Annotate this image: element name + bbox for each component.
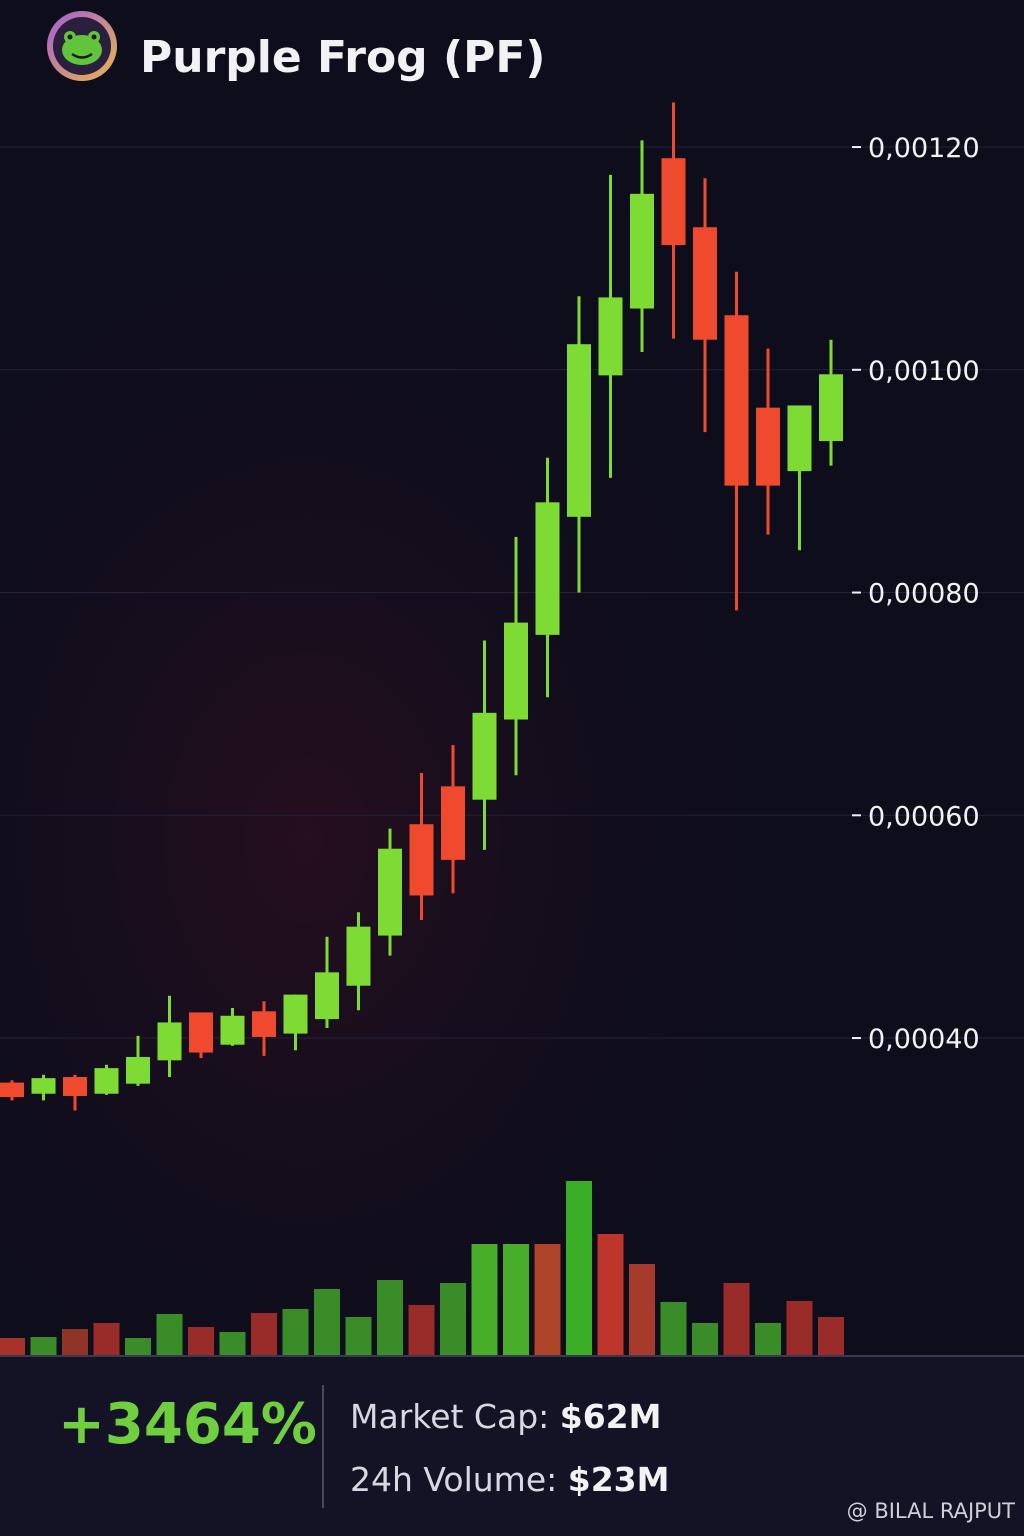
market-cap-value: $62M (560, 1397, 662, 1436)
y-tick-label: 0,00060 (868, 801, 980, 832)
volume-bar (345, 1317, 372, 1355)
footer-panel (0, 1356, 1024, 1536)
y-tick-label: 0,00100 (868, 356, 980, 387)
chart-title: Purple Frog (PF) (140, 32, 546, 83)
price-change: +3464% (58, 1392, 317, 1457)
candle-body (409, 824, 434, 896)
candle-body (189, 1012, 213, 1053)
volume-bar (93, 1323, 120, 1355)
volume-bar (503, 1244, 529, 1355)
volume-bar (156, 1314, 183, 1355)
volume-bar (251, 1313, 277, 1355)
candle-body (252, 1011, 276, 1037)
candle-body (63, 1077, 87, 1096)
market-cap: Market Cap: $62M (350, 1397, 661, 1436)
candle-body (157, 1022, 182, 1061)
candle-body (661, 158, 686, 246)
candle-body (693, 227, 717, 340)
candle-body (472, 712, 497, 800)
volume-bar (282, 1309, 309, 1355)
volume-24h-value: $23M (568, 1460, 670, 1499)
market-cap-label: Market Cap: (350, 1397, 560, 1436)
volume-bar (818, 1317, 844, 1355)
y-tick-label: 0,00080 (868, 579, 980, 610)
volume-bar (188, 1327, 214, 1355)
y-tick-label: 0,00120 (868, 133, 980, 164)
volume-bar (219, 1332, 246, 1355)
volume-bar (692, 1323, 718, 1355)
y-tick-label: 0,00040 (868, 1024, 980, 1055)
volume-bar (723, 1283, 750, 1355)
candle-body (0, 1082, 24, 1098)
candle-body (819, 374, 843, 442)
volume-bar (408, 1305, 435, 1355)
candle-body (315, 972, 339, 1020)
candle-body (441, 786, 465, 860)
candle-body (567, 344, 591, 517)
volume-bar (629, 1264, 655, 1355)
volume-bar (597, 1234, 624, 1355)
candle-body (283, 994, 308, 1034)
volume-bar (471, 1244, 498, 1355)
volume-bar (314, 1289, 340, 1355)
logo (47, 11, 117, 81)
candle-body (126, 1056, 150, 1084)
volume-bar (377, 1280, 403, 1355)
candle-body (535, 502, 560, 635)
watermark: @ BILAL RAJPUT (847, 1499, 1016, 1523)
volume-bar (660, 1302, 687, 1355)
volume-24h: 24h Volume: $23M (350, 1460, 669, 1499)
candle-body (31, 1078, 56, 1094)
candle-body (220, 1015, 245, 1045)
volume-24h-label: 24h Volume: (350, 1460, 568, 1499)
volume-bar (125, 1338, 151, 1355)
candle-body (346, 926, 371, 986)
volume-bar (786, 1301, 813, 1355)
logo-frog-pupil (91, 34, 97, 40)
logo-frog-mouth (71, 52, 93, 59)
candle-body (504, 622, 528, 720)
candle-body (598, 297, 623, 376)
volume-bar (755, 1323, 781, 1355)
candle-body (630, 193, 654, 309)
logo-frog-pupil (67, 34, 73, 40)
candle-body (724, 315, 749, 486)
volume-bar (62, 1329, 88, 1355)
candle-body (94, 1068, 119, 1094)
volume-bar (566, 1181, 592, 1355)
candle-body (756, 407, 780, 486)
volume-bar (30, 1337, 57, 1355)
volume-bar (0, 1338, 25, 1355)
candle-body (378, 848, 402, 936)
volume-bar (440, 1283, 466, 1355)
candle-body (787, 405, 812, 472)
volume-bar (534, 1244, 561, 1355)
